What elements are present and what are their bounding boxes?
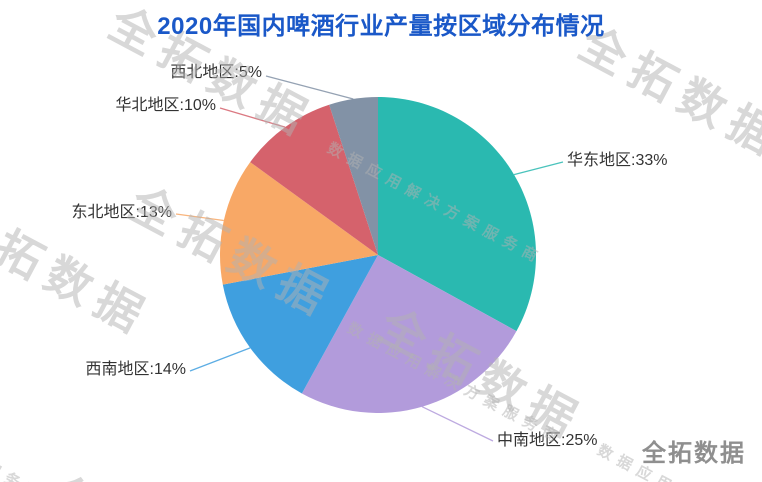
leader-line-中南地区 — [421, 406, 494, 442]
brand-logo-text: 全拓数据 — [642, 441, 746, 467]
slice-label-华北地区: 华北地区:10% — [116, 96, 216, 114]
leader-line-西北地区 — [265, 75, 354, 100]
pie-slice-西北地区 — [329, 97, 378, 255]
leader-line-华东地区 — [513, 161, 564, 176]
slice-label-中南地区: 中南地区:25% — [497, 431, 597, 449]
pie-slice-华东地区 — [378, 97, 536, 332]
pie-slice-西南地区 — [222, 255, 378, 394]
leader-line-华北地区 — [219, 107, 286, 128]
slice-label-东北地区: 东北地区:13% — [72, 203, 172, 221]
pie-slice-中南地区 — [301, 255, 517, 413]
chart-title: 2020年国内啤酒行业产量按区域分布情况 — [157, 13, 605, 40]
pie-slice-华北地区 — [250, 104, 378, 256]
slice-label-西北地区: 西北地区:5% — [170, 63, 262, 81]
leader-line-西南地区 — [189, 347, 251, 372]
slice-label-华东地区: 华东地区:33% — [567, 151, 667, 169]
slice-label-西南地区: 西南地区:14% — [86, 360, 186, 378]
pie-slice-东北地区 — [220, 162, 378, 285]
leader-line-东北地区 — [175, 213, 224, 222]
